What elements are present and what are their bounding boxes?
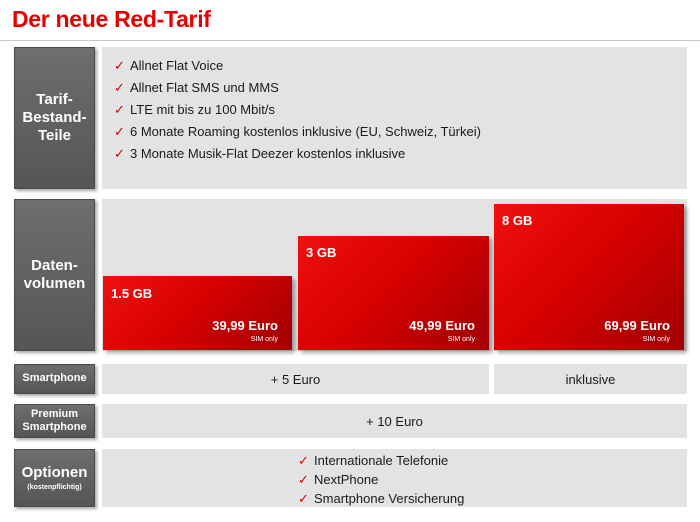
tariff-price: 69,99 Euro	[604, 318, 670, 333]
feature-item: ✓ Allnet Flat SMS und MMS	[114, 77, 481, 99]
check-icon: ✓	[114, 102, 125, 117]
premium-label-line-2: Smartphone	[22, 421, 87, 433]
smartphone-small-medium-panel: + 5 Euro	[102, 364, 489, 394]
daten-label-line-2: volumen	[23, 275, 86, 292]
tarif-label-line-2: Bestand-	[22, 109, 87, 126]
check-icon: ✓	[114, 146, 125, 161]
tariff-card-3gb[interactable]: 3 GB 49,99 Euro SIM only	[298, 236, 489, 350]
page-title: Der neue Red-Tarif	[12, 6, 211, 32]
feature-text: Allnet Flat SMS und MMS	[130, 80, 279, 95]
smartphone-surcharge: + 5 Euro	[270, 371, 321, 387]
premium-smartphone-label: Premium Smartphone	[14, 404, 95, 438]
daten-label-line-1: Daten-	[31, 257, 78, 274]
check-icon: ✓	[298, 491, 309, 506]
tariff-note: SIM only	[250, 336, 278, 343]
option-text: Internationale Telefonie	[314, 453, 449, 468]
option-text: Smartphone Versicherung	[314, 491, 465, 506]
check-icon: ✓	[298, 453, 309, 468]
datenvolumen-label: Daten- volumen	[14, 199, 95, 351]
tarif-bestandteile-label: Tarif- Bestand- Teile	[14, 47, 95, 189]
tariff-note: SIM only	[447, 336, 475, 343]
check-icon: ✓	[114, 124, 125, 139]
option-text: NextPhone	[314, 472, 379, 487]
options-list: ✓ Internationale Telefonie ✓ NextPhone ✓ Sm…	[298, 451, 464, 508]
tariff-volume: 3 GB	[306, 245, 337, 260]
smartphone-large-panel: inklusive	[494, 364, 687, 394]
tariff-card-8gb[interactable]: 8 GB 69,99 Euro SIM only	[494, 204, 684, 350]
feature-text: LTE mit bis zu 100 Mbit/s	[130, 102, 275, 117]
check-icon: ✓	[114, 80, 125, 95]
tarif-label-line-3: Teile	[37, 127, 72, 144]
tariff-card-1-5gb[interactable]: 1.5 GB 39,99 Euro SIM only	[103, 276, 292, 350]
feature-text: Allnet Flat Voice	[130, 58, 224, 73]
feature-text: 6 Monate Roaming kostenlos inklusive (EU…	[130, 124, 481, 139]
feature-list: ✓ Allnet Flat Voice ✓ Allnet Flat SMS und …	[114, 55, 481, 165]
feature-text: 3 Monate Musik-Flat Deezer kostenlos ink…	[130, 146, 406, 161]
option-item: ✓ Internationale Telefonie	[298, 451, 464, 470]
tariff-price: 49,99 Euro	[409, 318, 475, 333]
premium-label-line-1: Premium	[30, 407, 79, 420]
optionen-label-text: Optionen	[21, 463, 88, 481]
optionen-panel	[102, 449, 687, 507]
premium-panel: + 10 Euro	[102, 404, 687, 438]
premium-surcharge: + 10 Euro	[366, 413, 423, 429]
smartphone-label-text: Smartphone	[22, 372, 87, 385]
smartphone-included: inklusive	[565, 371, 616, 387]
features-panel	[102, 47, 687, 189]
option-item: ✓ Smartphone Versicherung	[298, 489, 464, 508]
feature-item: ✓ 6 Monate Roaming kostenlos inklusive (E…	[114, 121, 481, 143]
optionen-sublabel: (kostenpflichtig)	[27, 483, 82, 491]
tariff-volume: 8 GB	[502, 213, 533, 228]
tariff-volume: 1.5 GB	[111, 286, 153, 301]
feature-item: ✓ Allnet Flat Voice	[114, 55, 481, 77]
optionen-label: Optionen (kostenpflichtig)	[14, 449, 95, 507]
feature-item: ✓ LTE mit bis zu 100 Mbit/s	[114, 99, 481, 121]
option-item: ✓ NextPhone	[298, 470, 464, 489]
title-divider	[0, 40, 700, 41]
check-icon: ✓	[114, 58, 125, 73]
feature-item: ✓ 3 Monate Musik-Flat Deezer kostenlos in…	[114, 143, 481, 165]
tariff-note: SIM only	[642, 336, 670, 343]
tariff-price: 39,99 Euro	[212, 318, 278, 333]
check-icon: ✓	[298, 472, 309, 487]
tarif-label-line-1: Tarif-	[36, 91, 73, 108]
smartphone-label: Smartphone	[14, 364, 95, 394]
